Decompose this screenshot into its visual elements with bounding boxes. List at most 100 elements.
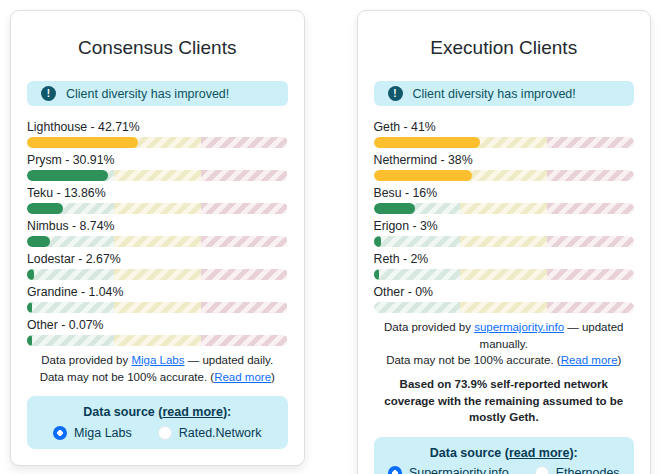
client-share-label: Other - 0.07% [27, 319, 288, 332]
client-share-label: Lodestar - 2.67% [27, 253, 288, 266]
diversity-zone-safe [27, 269, 114, 280]
provider-link[interactable]: supermajority.info [474, 321, 564, 333]
diversity-zone-warning [114, 269, 201, 280]
datasource-title: Data source (read more): [384, 445, 625, 461]
datasource-option-ethernodes[interactable]: Ethernodes [535, 466, 620, 474]
client-share-bar-fill [27, 236, 50, 247]
client-share-bar-track [27, 302, 288, 313]
radio-selected-icon[interactable] [388, 466, 402, 474]
client-share-bar-fill [374, 236, 382, 247]
diversity-zone-danger [547, 302, 634, 313]
datasource-option-supermajority-info[interactable]: Supermajority.info [388, 466, 509, 474]
datasource-option-label: Ethernodes [556, 466, 620, 474]
client-share-bar-track [374, 269, 635, 280]
client-share-bar-fill [27, 203, 63, 214]
datasource-read-more-link[interactable]: read more [162, 405, 222, 419]
diversity-zone-warning [460, 236, 547, 247]
execution-diversity-alert: ! Client diversity has improved! [374, 81, 635, 106]
diversity-zone-danger [201, 236, 288, 247]
diversity-zone-warning [460, 302, 547, 313]
datasource-option-label: Supermajority.info [409, 466, 509, 474]
client-row-besu: Besu - 16% [374, 187, 635, 214]
client-share-label: Teku - 13.86% [27, 187, 288, 200]
client-share-label: Lighthouse - 42.71% [27, 121, 288, 134]
consensus-client-bars: Lighthouse - 42.71% Prysm - 30.91% Teku - … [27, 121, 288, 346]
datasource-read-more-link[interactable]: read more [509, 446, 569, 460]
provider-link[interactable]: Miga Labs [131, 354, 184, 366]
accuracy-suffix: ) [271, 371, 275, 383]
datasource-option-rated-network[interactable]: Rated.Network [158, 426, 262, 440]
provider-suffix: — updated daily. [185, 354, 274, 366]
diversity-zone-danger [547, 269, 634, 280]
radio-selected-icon[interactable] [53, 426, 67, 440]
client-row-lodestar: Lodestar - 2.67% [27, 253, 288, 280]
radio-unselected-icon[interactable] [535, 466, 549, 474]
client-share-bar-track [374, 170, 635, 181]
radio-unselected-icon[interactable] [158, 426, 172, 440]
exclamation-circle-icon: ! [41, 86, 56, 101]
diversity-zone-danger [201, 269, 288, 280]
client-share-bar-track [374, 137, 635, 148]
client-row-teku: Teku - 13.86% [27, 187, 288, 214]
diversity-zone-warning [460, 203, 547, 214]
diversity-zone-danger [201, 170, 288, 181]
client-share-bar-track [374, 236, 635, 247]
client-share-label: Nimbus - 8.74% [27, 220, 288, 233]
client-share-bar-fill [27, 170, 108, 181]
client-row-erigon: Erigon - 3% [374, 220, 635, 247]
read-more-link[interactable]: Read more [214, 371, 271, 383]
execution-datasource-options: Supermajority.info Ethernodes [384, 466, 625, 474]
diversity-zone-danger [547, 236, 634, 247]
client-row-other: Other - 0.07% [27, 319, 288, 346]
consensus-card-title: Consensus Clients [27, 37, 288, 59]
execution-datasource-box: Data source (read more): Supermajority.i… [374, 437, 635, 474]
consensus-clients-card: Consensus Clients ! Client diversity has… [10, 10, 305, 466]
client-row-grandine: Grandine - 1.04% [27, 286, 288, 313]
datasource-option-label: Miga Labs [74, 426, 132, 440]
read-more-link[interactable]: Read more [561, 354, 618, 366]
client-share-bar-track [374, 203, 635, 214]
execution-footer: Data provided by supermajority.info — up… [374, 319, 635, 369]
datasource-option-miga-labs[interactable]: Miga Labs [53, 426, 132, 440]
client-share-bar-track [27, 335, 288, 346]
diversity-zone-safe [27, 302, 114, 313]
client-share-label: Grandine - 1.04% [27, 286, 288, 299]
datasource-title-suffix: ): [569, 446, 577, 460]
diversity-zone-danger [201, 335, 288, 346]
client-row-geth: Geth - 41% [374, 121, 635, 148]
client-share-bar-fill [27, 335, 32, 346]
alert-text: Client diversity has improved! [413, 87, 576, 101]
diversity-zone-danger [547, 137, 634, 148]
coverage-note: Based on 73.9% self-reported network cov… [374, 376, 635, 426]
diversity-zone-warning [114, 203, 201, 214]
client-share-bar-fill [27, 137, 138, 148]
accuracy-suffix: ) [618, 354, 622, 366]
diversity-zone-warning [114, 170, 201, 181]
client-share-bar-fill [374, 203, 416, 214]
execution-client-bars: Geth - 41% Nethermind - 38% Besu - 16% Erig… [374, 121, 635, 313]
accuracy-text: Data may not be 100% accurate. ( [386, 354, 561, 366]
diversity-zone-safe [374, 236, 461, 247]
client-row-prysm: Prysm - 30.91% [27, 154, 288, 181]
client-share-bar-fill [27, 269, 34, 280]
client-share-label: Besu - 16% [374, 187, 635, 200]
provider-text: Data provided by [41, 354, 131, 366]
consensus-footer: Data provided by Miga Labs — updated dai… [27, 352, 288, 385]
datasource-title: Data source (read more): [37, 404, 278, 420]
execution-card-title: Execution Clients [374, 37, 635, 59]
diversity-zone-warning [460, 269, 547, 280]
diversity-zone-warning [114, 335, 201, 346]
client-share-label: Other - 0% [374, 286, 635, 299]
diversity-zone-warning [114, 302, 201, 313]
client-share-label: Geth - 41% [374, 121, 635, 134]
client-share-bar-track [27, 170, 288, 181]
client-row-reth: Reth - 2% [374, 253, 635, 280]
consensus-datasource-options: Miga Labs Rated.Network [37, 426, 278, 440]
client-row-nethermind: Nethermind - 38% [374, 154, 635, 181]
diversity-zone-safe [374, 269, 461, 280]
client-share-label: Reth - 2% [374, 253, 635, 266]
client-share-bar-fill [374, 137, 481, 148]
client-share-label: Erigon - 3% [374, 220, 635, 233]
diversity-zone-warning [460, 170, 547, 181]
diversity-zone-warning [114, 236, 201, 247]
